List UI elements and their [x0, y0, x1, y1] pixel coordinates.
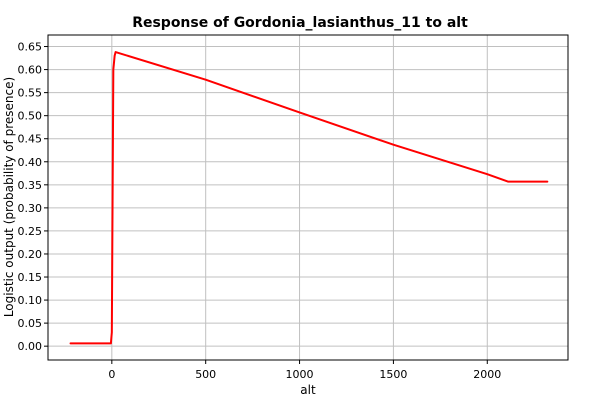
y-tick-label: 0.30: [18, 202, 43, 215]
y-tick-label: 0.00: [18, 340, 43, 353]
y-tick-label: 0.55: [18, 87, 43, 100]
y-tick-label: 0.35: [18, 179, 43, 192]
x-tick-label: 1000: [286, 368, 314, 381]
x-tick-label: 1500: [379, 368, 407, 381]
y-tick-label: 0.50: [18, 110, 43, 123]
y-tick-label: 0.25: [18, 225, 43, 238]
grid-lines: [48, 35, 568, 360]
y-tick-label: 0.65: [18, 41, 43, 54]
x-tick-label: 500: [195, 368, 216, 381]
response-curve-line: [69, 51, 549, 345]
x-tick-label: 2000: [473, 368, 501, 381]
y-tick-label: 0.45: [18, 133, 43, 146]
axis-ticks: 0.00 0.05 0.10 0.15 0.20 0.25 0.30 0.35 0.40 0.45…: [18, 41, 502, 381]
y-tick-label: 0.15: [18, 271, 43, 284]
y-tick-label: 0.60: [18, 64, 43, 77]
y-tick-label: 0.10: [18, 294, 43, 307]
y-tick-label: 0.05: [18, 317, 43, 330]
series-layer: [69, 51, 549, 345]
y-tick-label: 0.20: [18, 248, 43, 261]
y-tick-label: 0.40: [18, 156, 43, 169]
x-tick-label: 0: [108, 368, 115, 381]
y-axis-label: Logistic output (probability of presence…: [2, 77, 16, 317]
chart-title: Response of Gordonia_lasianthus_11 to al…: [132, 15, 468, 31]
x-axis-label: alt: [300, 383, 316, 397]
plot-frame: [47, 34, 569, 361]
